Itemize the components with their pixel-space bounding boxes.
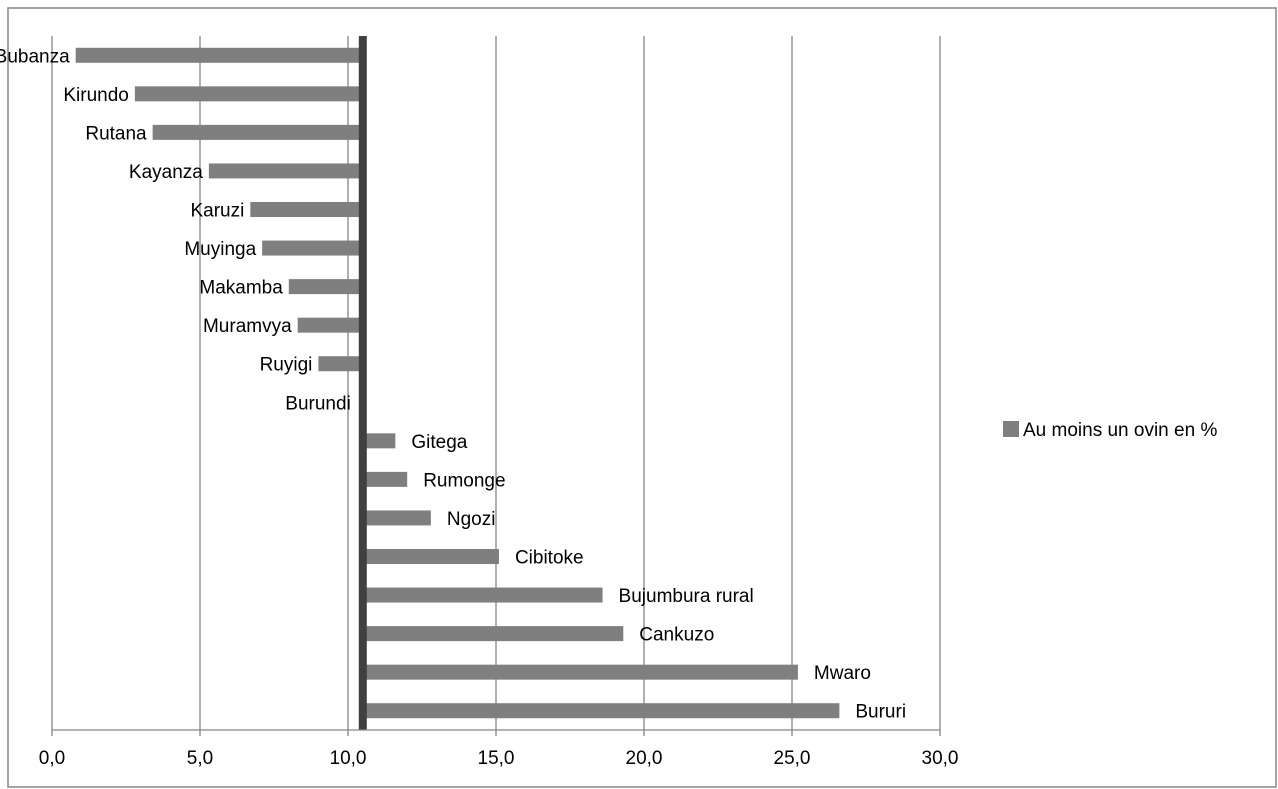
bar-makamba <box>288 279 363 295</box>
reference-line <box>358 36 367 730</box>
bar-bubanza <box>75 47 363 63</box>
bar-muramvya <box>297 317 363 333</box>
category-label: Cibitoke <box>515 548 584 569</box>
category-label: Bubanza <box>0 46 70 67</box>
legend-label: Au moins un ovin en % <box>1023 420 1217 441</box>
category-label: Ruyigi <box>260 355 313 376</box>
category-label: Burundi <box>285 393 351 414</box>
x-axis: 0,0 5,0 10,0 15,0 20,0 25,0 30,0 <box>39 729 959 769</box>
bar-cankuzo <box>362 626 624 642</box>
category-label: Cankuzo <box>639 625 714 646</box>
x-tick-label: 0,0 <box>39 748 65 769</box>
category-label: Rutana <box>85 123 147 144</box>
bar-rutana <box>152 124 363 140</box>
grid-lines <box>51 36 941 730</box>
bar-bujumbura-rural <box>362 587 603 603</box>
legend: Au moins un ovin en % <box>1003 420 1217 441</box>
bar-bururi <box>362 703 840 719</box>
category-label: Muramvya <box>203 316 292 337</box>
bars <box>75 36 840 730</box>
x-tick-label: 10,0 <box>330 748 367 769</box>
category-label: Karuzi <box>190 201 244 222</box>
x-tick-label: 30,0 <box>922 748 959 769</box>
category-label: Gitega <box>411 432 467 453</box>
bar-rumonge <box>362 471 408 487</box>
x-tick-label: 5,0 <box>187 748 213 769</box>
category-label: Ngozi <box>447 509 496 530</box>
bar-ngozi <box>362 510 431 526</box>
bar-karuzi <box>250 202 363 217</box>
category-label: Kirundo <box>63 85 129 106</box>
category-label: Kayanza <box>129 162 203 183</box>
category-label: Makamba <box>199 278 283 299</box>
x-tick-label: 20,0 <box>626 748 663 769</box>
bar-mwaro <box>362 664 798 680</box>
category-label: Bujumbura rural <box>619 586 754 607</box>
x-tick-label: 25,0 <box>774 748 811 769</box>
category-labels: Bubanza Kirundo Rutana Kayanza Karuzi Muyinga… <box>0 46 906 722</box>
category-label: Muyinga <box>184 239 256 260</box>
category-label: Rumonge <box>423 470 505 491</box>
bar-kayanza <box>208 163 363 179</box>
bar-ruyigi <box>318 356 363 372</box>
category-label: Bururi <box>855 702 906 723</box>
bar-gitega <box>362 433 396 449</box>
bar-muyinga <box>262 240 363 256</box>
x-tick-label: 15,0 <box>478 748 515 769</box>
bar-kirundo <box>134 86 363 102</box>
category-label: Mwaro <box>814 663 871 684</box>
legend-swatch <box>1003 421 1019 437</box>
bar-cibitoke <box>362 549 499 564</box>
